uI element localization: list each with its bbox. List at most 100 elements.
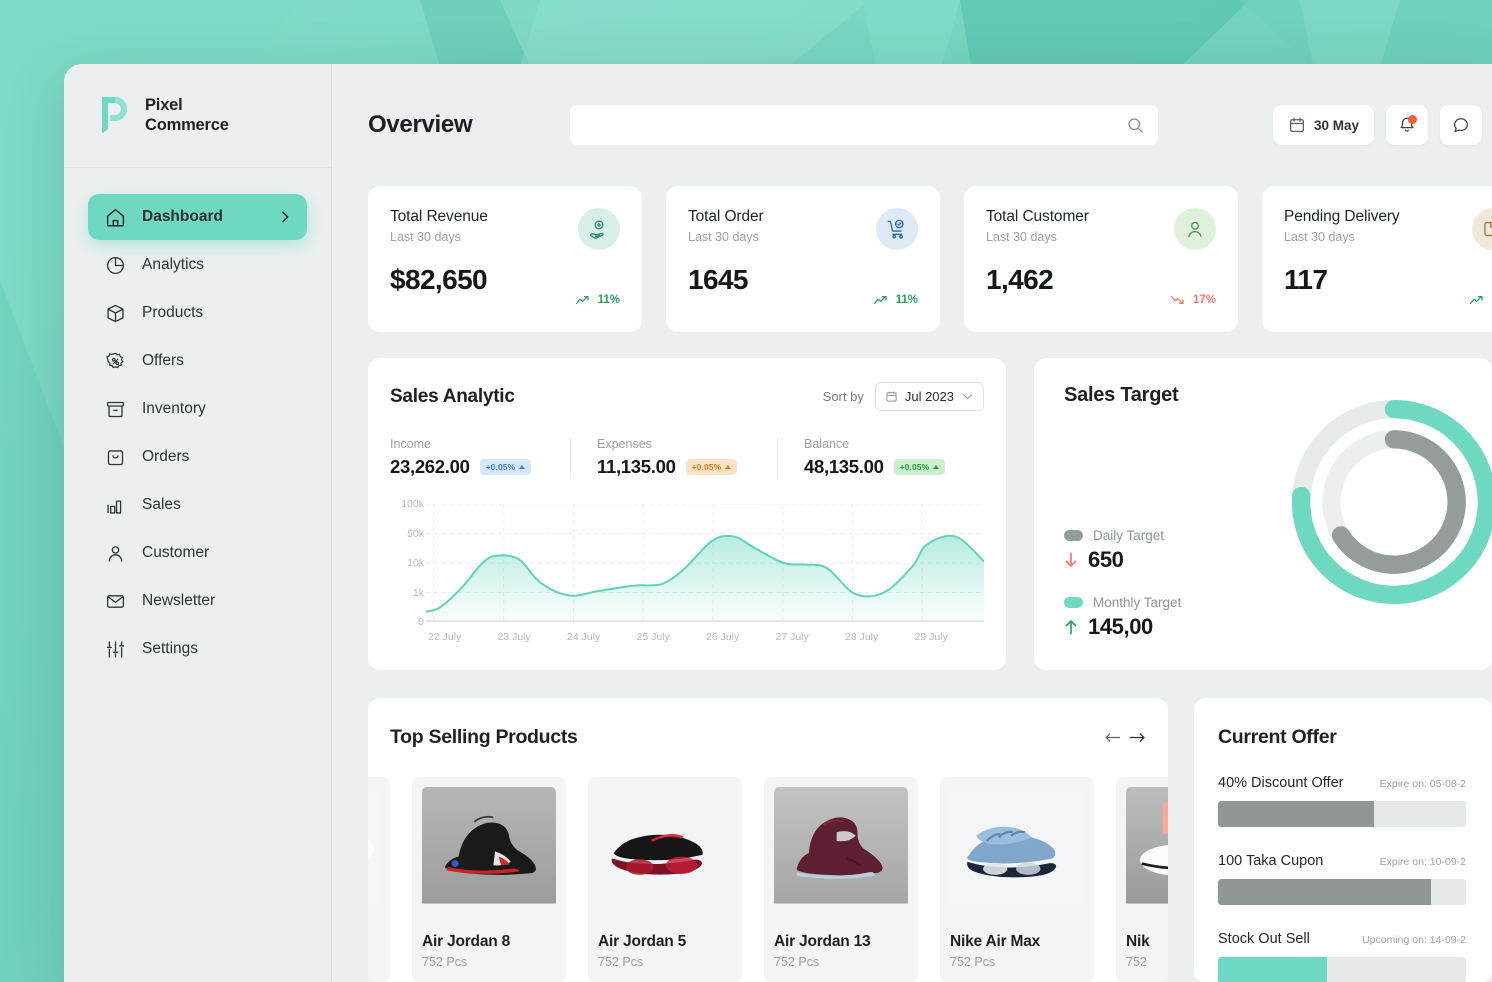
calendar-icon	[1289, 117, 1304, 133]
arrow-right-icon[interactable]	[1129, 730, 1146, 745]
stat-period: Last 30 days	[688, 230, 759, 244]
stat-icon-wrap	[578, 208, 620, 250]
product-card[interactable]: Nike Air Max 752 Pcs	[940, 777, 1094, 982]
notifications-button[interactable]	[1386, 105, 1428, 145]
sidebar-item-settings[interactable]: Settings	[88, 626, 307, 672]
stat-value: $82,650	[390, 264, 488, 295]
sales-analytic-card: Sales Analytic Sort by Jul 2023	[368, 358, 1006, 670]
stat-icon-wrap	[1174, 208, 1216, 250]
product-card[interactable]: Air Jordan 5 752 Pcs	[588, 777, 742, 982]
arrow-left-icon[interactable]	[1104, 730, 1121, 745]
product-card[interactable]: Nik 752	[1116, 777, 1168, 982]
search-input[interactable]	[570, 105, 1159, 145]
brand-logo[interactable]: Pixel Commerce	[64, 64, 331, 168]
metric-balance: Balance 48,135.00 +0.05%	[777, 437, 984, 478]
stat-trend-value: 17%	[1192, 294, 1216, 306]
envelope-icon	[104, 590, 126, 612]
notification-badge	[1408, 115, 1417, 124]
sales-target-title: Sales Target	[1064, 384, 1179, 406]
product-card[interactable]: Air Jordan 8 752 Pcs	[412, 777, 566, 982]
app-window: Pixel Commerce Dashboard Analytics Produ…	[64, 64, 1492, 982]
product-name: Air Jordan 5	[598, 933, 687, 950]
product-thumbnail	[422, 787, 556, 921]
sidebar-item-newsletter[interactable]: Newsletter	[88, 578, 307, 624]
legend-label: Daily Target	[1093, 528, 1165, 543]
chart-y-axis: 0 1k 10k 50k 100k	[390, 498, 424, 628]
stat-title: Total Customer	[986, 208, 1089, 225]
shopping-bag-icon	[104, 446, 126, 468]
chart-y-tick: 10k	[407, 557, 424, 569]
sidebar-item-label: Settings	[142, 640, 199, 657]
offer-item: 100 Taka Cupon Expire on: 10-09-2	[1218, 853, 1466, 905]
chart-x-axis: 22 July 23 July 24 July 25 July 26 July 27 Ju…	[426, 631, 984, 643]
mid-row: Sales Analytic Sort by Jul 2023	[368, 358, 1492, 670]
bell-icon	[1400, 117, 1414, 132]
chart-svg	[426, 504, 984, 622]
offer-progress-fill	[1218, 957, 1328, 982]
sidebar-item-orders[interactable]: Orders	[88, 434, 307, 480]
chart-y-tick: 100k	[401, 498, 424, 510]
page-title: Overview	[368, 111, 473, 138]
offer-progress-track	[1218, 957, 1466, 982]
chat-bubble-icon	[1453, 118, 1469, 133]
sidebar-item-label: Dashboard	[142, 208, 223, 225]
calendar-icon	[886, 391, 897, 402]
offer-name: 100 Taka Cupon	[1218, 853, 1324, 869]
product-carousel: ly 3 752 Pcs	[368, 777, 1168, 982]
pie-chart-icon	[104, 254, 126, 276]
metric-label: Balance	[804, 437, 850, 451]
revenue-hand-coin-icon	[589, 220, 604, 239]
sidebar-item-dashboard[interactable]: Dashboard	[88, 194, 307, 240]
sidebar-item-offers[interactable]: Offers	[88, 338, 307, 384]
current-offer-title: Current Offer	[1218, 726, 1337, 748]
stat-value: 1645	[688, 264, 748, 295]
date-picker-button[interactable]: 30 May	[1272, 105, 1374, 145]
offer-progress-track	[1218, 801, 1466, 827]
chart-x-tick: 28 July	[845, 631, 879, 643]
home-icon	[104, 206, 126, 228]
trend-down-icon	[1170, 296, 1184, 305]
sliders-icon	[104, 638, 126, 660]
metric-chip-text: +0.05%	[899, 462, 930, 472]
stat-card-total-customer: Total Customer Last 30 days 1,462 17%	[964, 186, 1238, 332]
sidebar-item-products[interactable]: Products	[88, 290, 307, 336]
sidebar-item-inventory[interactable]: Inventory	[88, 386, 307, 432]
stat-card-pending-delivery: Pending Delivery Last 30 days 117 11%	[1262, 186, 1492, 332]
product-card[interactable]: Air Jordan 13 752 Pcs	[764, 777, 918, 982]
chart-y-tick: 0	[418, 616, 424, 628]
metric-label: Income	[390, 437, 431, 451]
metric-chip-text: +0.05%	[691, 462, 722, 472]
product-name: Nike Air Max	[950, 933, 1041, 950]
sales-analytic-title: Sales Analytic	[390, 385, 515, 407]
legend-number: 145,00	[1088, 614, 1153, 639]
search-container	[570, 105, 1159, 145]
metric-value: 11,135.00	[597, 456, 676, 477]
chart-x-tick: 25 July	[636, 631, 670, 643]
stat-period: Last 30 days	[390, 230, 461, 244]
product-qty: 752 Pcs	[774, 955, 820, 969]
month-select[interactable]: Jul 2023	[874, 382, 984, 411]
chevron-right-icon	[282, 211, 289, 223]
sidebar-item-sales[interactable]: Sales	[88, 482, 307, 528]
chart-y-tick: 50k	[407, 527, 424, 540]
product-card[interactable]: ly 3 752 Pcs	[368, 777, 390, 982]
stat-icon-wrap	[876, 208, 918, 250]
brand-name: Pixel Commerce	[145, 96, 229, 134]
offer-name: Stock Out Sell	[1218, 931, 1310, 947]
offer-progress-track	[1218, 879, 1466, 905]
chart-x-tick: 22 July	[428, 631, 462, 643]
top-selling-products-card: Top Selling Products	[368, 698, 1168, 982]
sidebar-item-customer[interactable]: Customer	[88, 530, 307, 576]
legend-dot-daily	[1064, 530, 1083, 541]
metric-label: Expenses	[597, 437, 652, 451]
stat-card-total-revenue: Total Revenue Last 30 days $82,650 11%	[368, 186, 642, 332]
messages-button[interactable]	[1440, 105, 1482, 145]
shoe-image	[368, 787, 380, 904]
stat-value: 117	[1284, 264, 1328, 295]
stat-card-total-order: Total Order Last 30 days 1645 11%	[666, 186, 940, 332]
trend-up-icon	[1469, 296, 1483, 305]
offer-item: Stock Out Sell Upcoming on: 14-09-2	[1218, 931, 1466, 982]
sidebar-item-analytics[interactable]: Analytics	[88, 242, 307, 288]
trend-up-icon	[873, 296, 887, 305]
product-thumbnail	[950, 787, 1084, 921]
